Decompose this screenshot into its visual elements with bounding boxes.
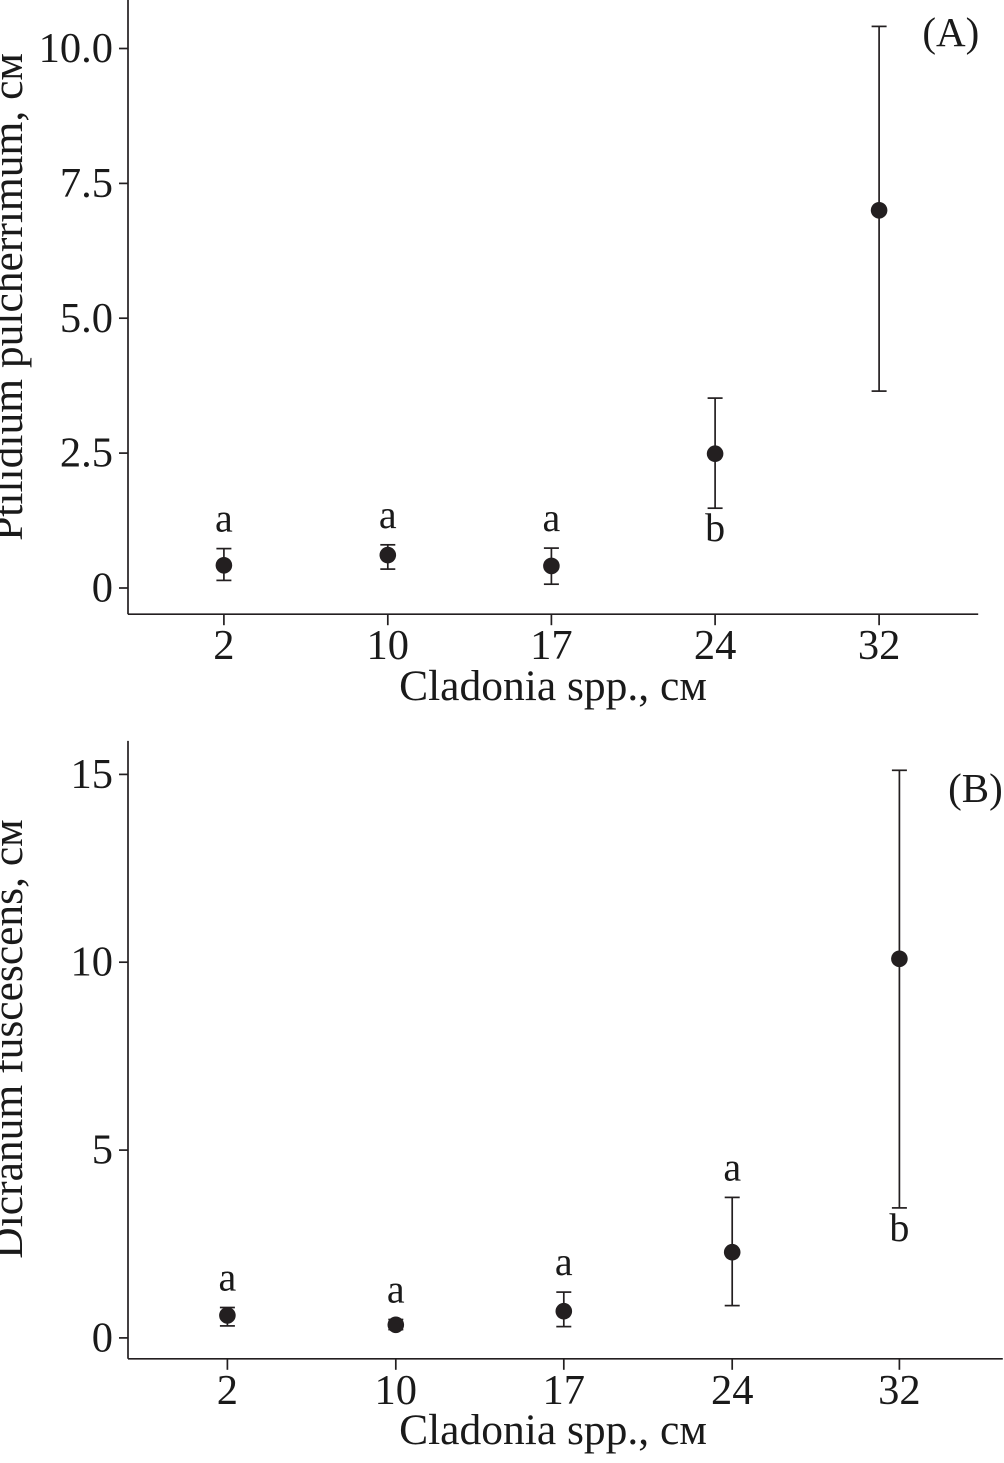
svg-text:(A): (A) — [922, 9, 979, 55]
svg-text:a: a — [387, 1267, 405, 1312]
svg-text:a: a — [555, 1239, 573, 1284]
svg-text:5: 5 — [92, 1127, 113, 1174]
svg-text:5.0: 5.0 — [60, 295, 113, 342]
svg-text:a: a — [219, 1255, 237, 1300]
svg-text:Cladonia spp., см: Cladonia spp., см — [399, 662, 707, 710]
svg-text:(B): (B) — [948, 765, 1003, 811]
svg-text:Dicranum fuscescens, см: Dicranum fuscescens, см — [0, 819, 32, 1258]
svg-text:a: a — [543, 495, 561, 540]
svg-text:b: b — [705, 505, 725, 550]
svg-text:32: 32 — [878, 1367, 921, 1414]
svg-text:b: b — [889, 1205, 909, 1250]
svg-text:2: 2 — [217, 1367, 238, 1414]
svg-text:a: a — [215, 496, 233, 541]
svg-text:10: 10 — [71, 939, 114, 986]
svg-text:10.0: 10.0 — [39, 25, 113, 72]
svg-text:a: a — [379, 492, 397, 537]
svg-text:2: 2 — [213, 622, 234, 669]
svg-text:15: 15 — [71, 751, 114, 798]
svg-text:Cladonia spp., см: Cladonia spp., см — [399, 1406, 707, 1454]
svg-text:24: 24 — [711, 1367, 754, 1414]
svg-text:a: a — [723, 1144, 741, 1189]
svg-text:32: 32 — [858, 622, 901, 669]
svg-text:7.5: 7.5 — [60, 160, 113, 207]
svg-text:0: 0 — [92, 565, 113, 612]
svg-text:Ptilidium pulcherrimum, см: Ptilidium pulcherrimum, см — [0, 53, 32, 541]
svg-text:2.5: 2.5 — [60, 430, 113, 477]
svg-text:0: 0 — [92, 1314, 113, 1361]
